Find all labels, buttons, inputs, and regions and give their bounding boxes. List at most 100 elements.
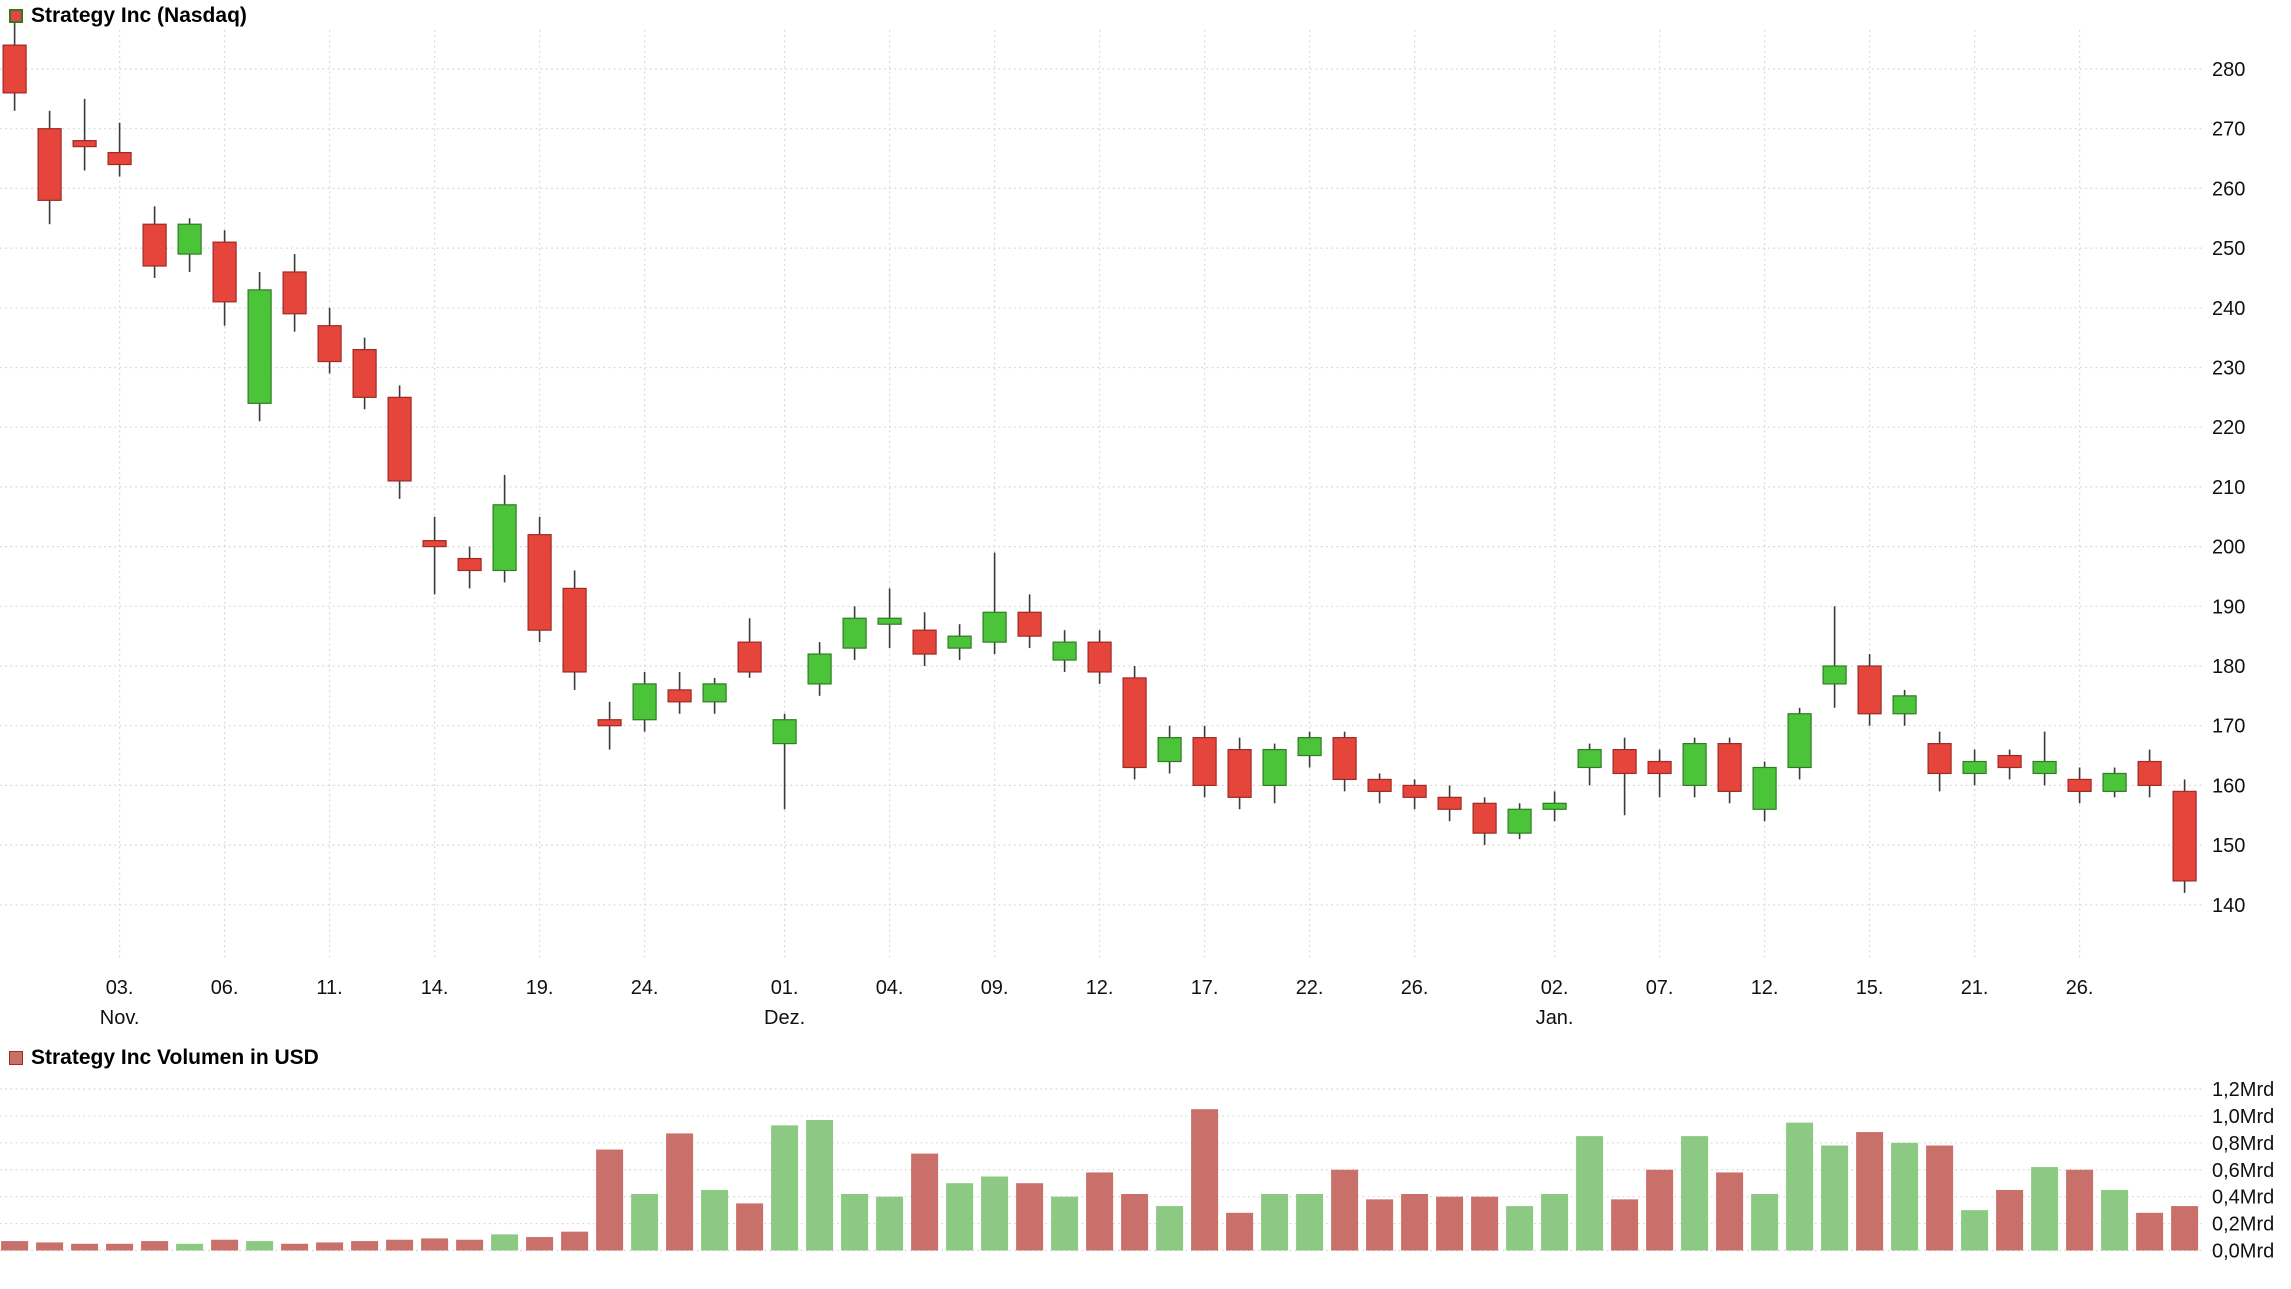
candle[interactable] xyxy=(107,151,132,166)
candle[interactable] xyxy=(562,587,587,673)
volume-bar[interactable] xyxy=(421,1238,449,1251)
candle[interactable] xyxy=(1332,737,1357,781)
volume-bar[interactable] xyxy=(386,1239,414,1251)
volume-bar[interactable] xyxy=(1471,1196,1499,1251)
volume-bar[interactable] xyxy=(1716,1172,1744,1251)
volume-bar[interactable] xyxy=(1856,1132,1884,1251)
volume-bar[interactable] xyxy=(666,1133,694,1251)
volume-bar[interactable] xyxy=(2101,1189,2129,1251)
candle[interactable] xyxy=(2,44,27,94)
volume-bar[interactable] xyxy=(1296,1193,1324,1251)
volume-bar[interactable] xyxy=(2031,1167,2059,1251)
volume-bar[interactable] xyxy=(876,1196,904,1251)
candle[interactable] xyxy=(597,719,622,727)
candle[interactable] xyxy=(1542,802,1567,810)
candle[interactable] xyxy=(877,617,902,625)
volume-bar[interactable] xyxy=(281,1243,309,1251)
candle[interactable] xyxy=(807,653,832,685)
volume-bar[interactable] xyxy=(526,1237,554,1251)
candle[interactable] xyxy=(1367,778,1392,792)
volume-bar[interactable] xyxy=(1961,1210,1989,1251)
candle[interactable] xyxy=(1822,665,1847,685)
volume-bar[interactable] xyxy=(1366,1199,1394,1251)
candle[interactable] xyxy=(702,683,727,703)
volume-bar[interactable] xyxy=(1926,1145,1954,1251)
volume-bar[interactable] xyxy=(246,1241,274,1251)
candle[interactable] xyxy=(1682,743,1707,786)
candle[interactable] xyxy=(142,223,167,267)
volume-bar[interactable] xyxy=(71,1243,99,1251)
candle[interactable] xyxy=(667,689,692,703)
volume-bar[interactable] xyxy=(211,1239,239,1251)
candle[interactable] xyxy=(1962,760,1987,775)
volume-bar[interactable] xyxy=(2136,1212,2164,1251)
volume-bar[interactable] xyxy=(1681,1136,1709,1251)
volume-bar[interactable] xyxy=(596,1149,624,1251)
candle[interactable] xyxy=(1857,665,1882,715)
volume-bar[interactable] xyxy=(701,1189,729,1251)
candle[interactable] xyxy=(247,289,272,404)
candle[interactable] xyxy=(947,635,972,649)
candle[interactable] xyxy=(1612,748,1637,775)
volume-bar[interactable] xyxy=(911,1153,939,1251)
volume-bar[interactable] xyxy=(1086,1172,1114,1251)
volume-bar[interactable] xyxy=(1436,1196,1464,1251)
candle[interactable] xyxy=(2032,760,2057,775)
volume-bar[interactable] xyxy=(1016,1183,1044,1251)
candle[interactable] xyxy=(282,271,307,315)
candle[interactable] xyxy=(1052,641,1077,661)
volume-bar[interactable] xyxy=(1261,1193,1289,1251)
candle[interactable] xyxy=(1122,677,1147,769)
volume-bar[interactable] xyxy=(491,1234,519,1251)
candle[interactable] xyxy=(1507,808,1532,834)
candle[interactable] xyxy=(1717,743,1742,792)
candle[interactable] xyxy=(352,348,377,398)
candle[interactable] xyxy=(422,540,447,548)
candle[interactable] xyxy=(1472,802,1497,834)
volume-bar[interactable] xyxy=(316,1242,344,1251)
volume-bar[interactable] xyxy=(106,1243,134,1251)
volume-bar[interactable] xyxy=(1051,1196,1079,1251)
volume-bar[interactable] xyxy=(736,1203,764,1251)
candle[interactable] xyxy=(1437,796,1462,810)
candle[interactable] xyxy=(1402,784,1427,798)
candle[interactable] xyxy=(72,140,97,148)
candle[interactable] xyxy=(842,617,867,649)
volume-bar[interactable] xyxy=(1576,1136,1604,1251)
candle[interactable] xyxy=(1262,748,1287,787)
candle[interactable] xyxy=(527,534,552,631)
volume-bar[interactable] xyxy=(1611,1199,1639,1251)
volume-bar[interactable] xyxy=(1891,1142,1919,1251)
volume-bar[interactable] xyxy=(981,1176,1009,1251)
candle[interactable] xyxy=(1577,748,1602,769)
volume-bar[interactable] xyxy=(1996,1189,2024,1251)
candle[interactable] xyxy=(1787,713,1812,769)
volume-bar[interactable] xyxy=(561,1231,589,1251)
volume-bar[interactable] xyxy=(1331,1169,1359,1251)
volume-bar[interactable] xyxy=(1541,1193,1569,1251)
candle[interactable] xyxy=(1927,743,1952,775)
volume-bar[interactable] xyxy=(176,1243,204,1251)
volume-bar[interactable] xyxy=(1821,1145,1849,1251)
volume-bar[interactable] xyxy=(36,1242,64,1251)
candle[interactable] xyxy=(737,641,762,673)
candle[interactable] xyxy=(1087,641,1112,673)
candle[interactable] xyxy=(632,683,657,721)
volume-bar[interactable] xyxy=(631,1193,659,1251)
volume-bar[interactable] xyxy=(841,1193,869,1251)
volume-bar[interactable] xyxy=(1226,1212,1254,1251)
volume-bar[interactable] xyxy=(946,1183,974,1251)
volume-bar[interactable] xyxy=(1401,1193,1429,1251)
candle[interactable] xyxy=(772,719,797,745)
candle[interactable] xyxy=(1997,754,2022,769)
candle[interactable] xyxy=(1192,737,1217,787)
volume-bar[interactable] xyxy=(1751,1193,1779,1251)
candle[interactable] xyxy=(37,128,62,201)
volume-bar[interactable] xyxy=(141,1241,169,1251)
candle[interactable] xyxy=(457,557,482,572)
volume-bar[interactable] xyxy=(1191,1109,1219,1251)
volume-bar[interactable] xyxy=(1506,1206,1534,1251)
volume-bar[interactable] xyxy=(2171,1206,2199,1251)
volume-bar[interactable] xyxy=(1121,1193,1149,1251)
volume-bar[interactable] xyxy=(1786,1122,1814,1251)
